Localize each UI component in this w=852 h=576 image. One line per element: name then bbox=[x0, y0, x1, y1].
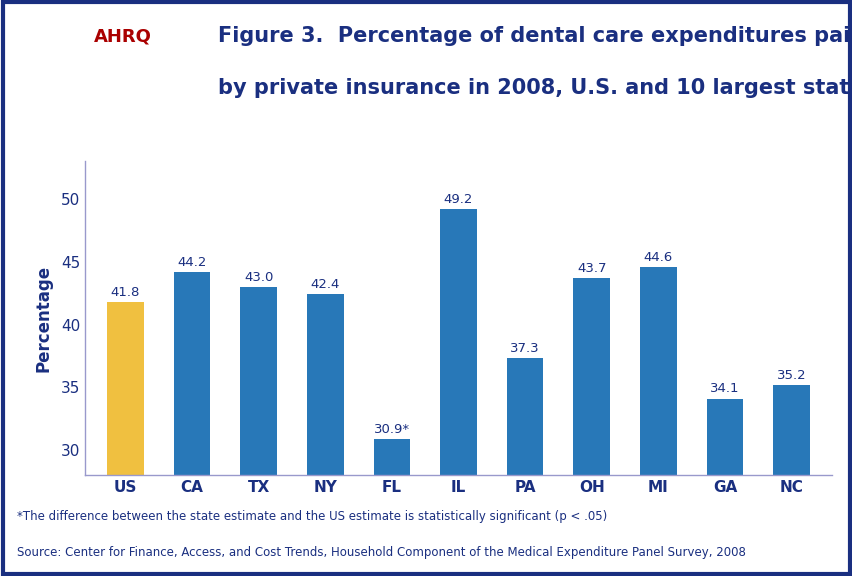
Bar bbox=[773, 385, 809, 475]
Text: 42.4: 42.4 bbox=[310, 278, 339, 291]
Text: 41.8: 41.8 bbox=[111, 286, 140, 299]
Text: 43.0: 43.0 bbox=[244, 271, 273, 284]
Text: 43.7: 43.7 bbox=[576, 262, 606, 275]
Text: AHRQ: AHRQ bbox=[94, 27, 152, 45]
Bar bbox=[240, 287, 277, 475]
Text: 30.9*: 30.9* bbox=[373, 423, 410, 435]
Bar bbox=[639, 267, 676, 475]
Text: by private insurance in 2008, U.S. and 10 largest states: by private insurance in 2008, U.S. and 1… bbox=[217, 78, 852, 98]
Text: Figure 3.  Percentage of dental care expenditures paid: Figure 3. Percentage of dental care expe… bbox=[217, 26, 852, 46]
Text: Health Care: Health Care bbox=[94, 92, 140, 101]
Bar bbox=[573, 278, 609, 475]
Bar bbox=[440, 209, 476, 475]
Text: ✦: ✦ bbox=[45, 54, 62, 73]
Text: *The difference between the state estimate and the US estimate is statistically : *The difference between the state estima… bbox=[17, 510, 607, 523]
Text: 44.6: 44.6 bbox=[643, 251, 672, 264]
Y-axis label: Percentage: Percentage bbox=[35, 265, 53, 372]
Text: Advancing: Advancing bbox=[94, 61, 134, 70]
Text: 49.2: 49.2 bbox=[443, 193, 473, 206]
Bar bbox=[373, 439, 410, 475]
Bar bbox=[706, 399, 742, 475]
Text: Source: Center for Finance, Access, and Cost Trends, Household Component of the : Source: Center for Finance, Access, and … bbox=[17, 546, 745, 559]
Bar bbox=[106, 302, 143, 475]
Text: 44.2: 44.2 bbox=[177, 256, 206, 268]
Text: 37.3: 37.3 bbox=[509, 342, 539, 355]
Bar bbox=[506, 358, 543, 475]
Bar bbox=[307, 294, 343, 475]
Text: Excellence in: Excellence in bbox=[94, 77, 144, 86]
Bar bbox=[174, 272, 210, 475]
Text: 34.1: 34.1 bbox=[710, 382, 739, 396]
Text: 35.2: 35.2 bbox=[776, 369, 805, 382]
